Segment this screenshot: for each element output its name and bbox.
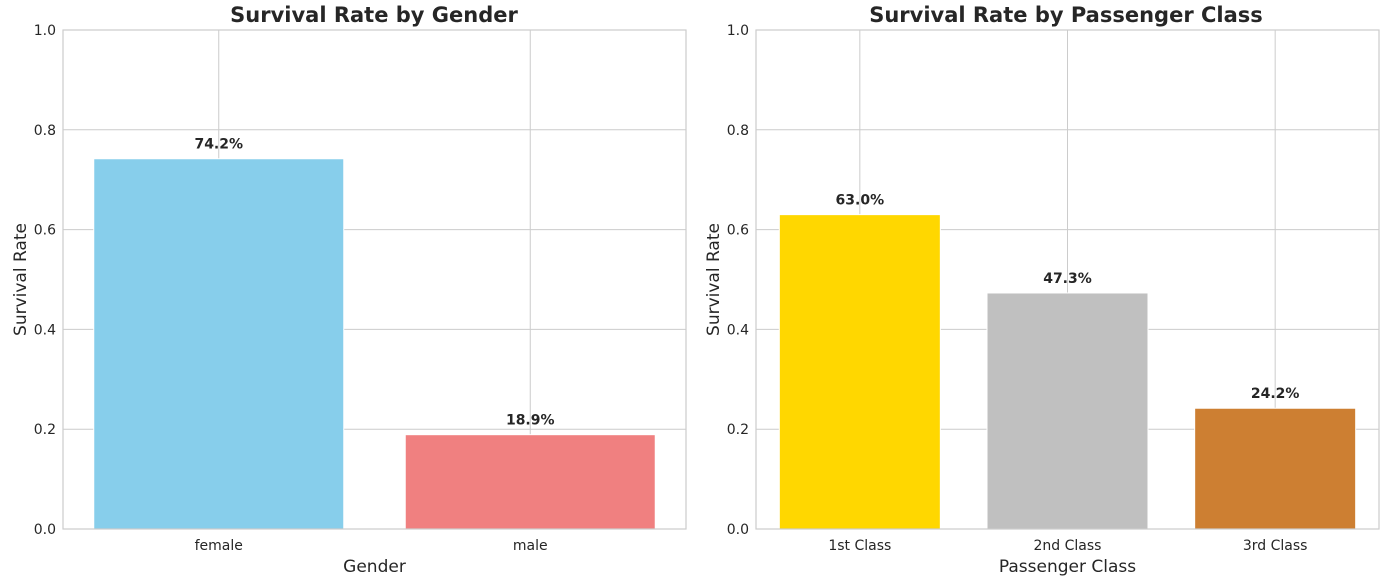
bar-value-label: 47.3%	[1043, 271, 1092, 287]
y-tick-label: 0.2	[727, 422, 749, 438]
bar-female	[93, 158, 345, 530]
chart-title: Survival Rate by Passenger Class	[869, 3, 1263, 27]
gender-survival-chart: 0.0 0.2 0.4 0.6 0.8 1.0 74.2% female 18.9% male Su…	[11, 3, 687, 577]
bar-value-label: 63.0%	[836, 193, 885, 209]
y-tick-label: 0.4	[34, 322, 56, 338]
y-tick-label: 1.0	[727, 23, 749, 39]
y-tick-label: 0.2	[34, 422, 56, 438]
x-tick-label: female	[195, 538, 243, 554]
y-axis-label: Survival Rate	[704, 223, 724, 336]
plot-frame	[755, 29, 1380, 530]
chart-title: Survival Rate by Gender	[230, 3, 518, 27]
x-tick-label: 2nd Class	[1034, 538, 1102, 554]
bar-value-label: 24.2%	[1251, 386, 1300, 402]
y-axis-label: Survival Rate	[11, 223, 31, 336]
y-tick-label: 1.0	[34, 23, 56, 39]
y-tick-label: 0.0	[727, 522, 749, 538]
y-tick-label: 0.4	[727, 322, 749, 338]
class-survival-chart: 0.0 0.2 0.4 0.6 0.8 1.0 63.0% 1st Class 47.3% 2nd…	[704, 3, 1380, 577]
bar-1st-class	[778, 214, 941, 530]
bar-3rd-class	[1194, 407, 1357, 530]
y-tick-label: 0.0	[34, 522, 56, 538]
x-tick-label: male	[513, 538, 548, 554]
x-tick-label: 3rd Class	[1243, 538, 1308, 554]
x-axis-label: Passenger Class	[999, 557, 1136, 577]
bar-male	[404, 434, 656, 530]
y-tick-label: 0.6	[34, 223, 56, 239]
bar-value-label: 18.9%	[506, 413, 555, 429]
bar-value-label: 74.2%	[194, 137, 243, 153]
x-tick-label: 1st Class	[828, 538, 891, 554]
y-tick-label: 0.8	[727, 123, 749, 139]
plot-frame	[62, 29, 687, 530]
x-axis-label: Gender	[343, 557, 406, 577]
bar-2nd-class	[986, 292, 1149, 530]
y-tick-label: 0.8	[34, 123, 56, 139]
y-tick-label: 0.6	[727, 223, 749, 239]
